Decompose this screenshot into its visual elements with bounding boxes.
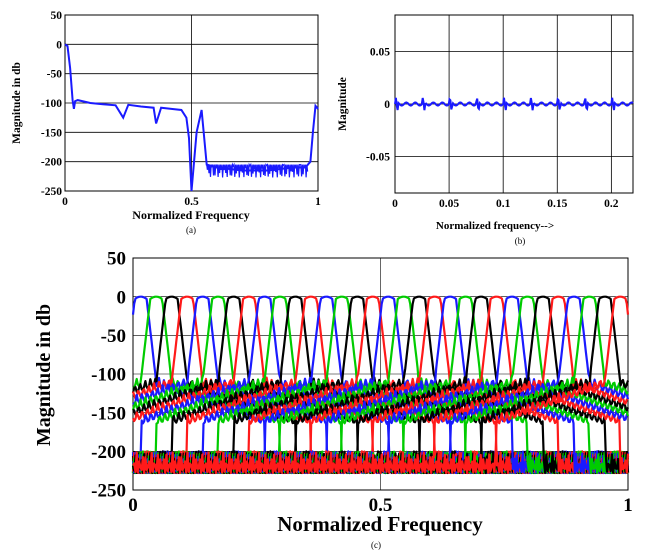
a-y-tick-label: -200 — [41, 157, 62, 169]
b-x-tick-label: 0.2 — [604, 198, 619, 210]
b-y-tick-label: 0 — [384, 99, 390, 111]
a-y-tick-label: -250 — [41, 186, 62, 198]
a-x-tick-label: 0 — [62, 196, 68, 208]
panel-a-series — [64, 43, 319, 192]
panel-c-y-ticks: 50 0 -50 -100 -150 -200 -250 — [91, 249, 126, 502]
panel-b-y-axis-label: Magnitude — [337, 77, 349, 131]
panel-a-chart: 500-50-100-150-200-250 0 0.5 1 Normalized … — [11, 10, 321, 235]
c-y-tick-label: -250 — [91, 481, 126, 502]
panel-c-y-axis-label: Magnitude in db — [33, 304, 55, 446]
panel-c-chart: 500-50-100-150-200-250 0 0.5 1 Normalized … — [33, 249, 633, 550]
panel-c-series — [131, 295, 630, 475]
panel-c-x-ticks: 0 0.5 1 — [128, 495, 633, 516]
panel-b-series — [394, 97, 634, 112]
b-y-tick-label: -0.05 — [366, 151, 390, 163]
panel-c-x-axis-label: Normalized Frequency — [277, 512, 483, 536]
a-x-tick-label: 1 — [315, 196, 321, 208]
b-x-tick-label: 0.05 — [439, 198, 459, 210]
c-x-tick-label: 0.5 — [369, 495, 393, 516]
panel-b-y-ticks: 0.05 0 -0.05 — [366, 47, 390, 164]
panel-c-channel-line — [132, 295, 630, 475]
a-y-tick-label: 50 — [51, 10, 63, 22]
panel-b-chart: 0.05 0 -0.05 0 0.05 0.1 0.15 0.2 Normalized fr… — [337, 14, 634, 246]
b-x-tick-label: 0.1 — [496, 198, 511, 210]
c-x-tick-label: 1 — [623, 495, 633, 516]
panel-a-grid — [65, 15, 318, 191]
b-x-tick-label: 0.15 — [547, 198, 567, 210]
a-y-tick-label: -100 — [41, 98, 62, 110]
panel-a-caption: (a) — [186, 225, 196, 235]
c-y-tick-label: 50 — [107, 249, 126, 270]
c-y-tick-label: 0 — [117, 287, 127, 308]
a-y-tick-label: -50 — [47, 69, 63, 81]
panel-b-x-axis-label: Normalized frequency--> — [436, 220, 554, 232]
panel-b-caption: (b) — [515, 236, 526, 246]
c-x-tick-label: 0 — [128, 495, 138, 516]
a-y-tick-label: -150 — [41, 127, 62, 139]
panel-a-x-ticks: 0 0.5 1 — [62, 196, 321, 208]
b-x-tick-label: 0 — [392, 198, 398, 210]
c-y-tick-label: -200 — [91, 442, 126, 463]
panel-a-stopband-ripple — [206, 162, 309, 178]
panel-a-y-ticks: 50 0 -50 -100 -150 -200 -250 — [41, 10, 62, 198]
c-y-tick-label: -100 — [91, 365, 126, 386]
c-y-tick-label: -150 — [91, 403, 126, 424]
panel-b-x-ticks: 0 0.05 0.1 0.15 0.2 — [392, 198, 619, 210]
panel-c-caption: (c) — [371, 540, 381, 550]
a-x-tick-label: 0.5 — [184, 196, 199, 208]
panel-a-y-axis-label: Magnitude in db — [11, 62, 23, 144]
panel-a-x-axis-label: Normalized Frequency — [132, 208, 249, 222]
a-y-tick-label: 0 — [56, 39, 62, 51]
b-y-tick-label: 0.05 — [370, 47, 390, 59]
c-y-tick-label: -50 — [101, 326, 126, 347]
panel-b-series-line — [394, 97, 634, 112]
